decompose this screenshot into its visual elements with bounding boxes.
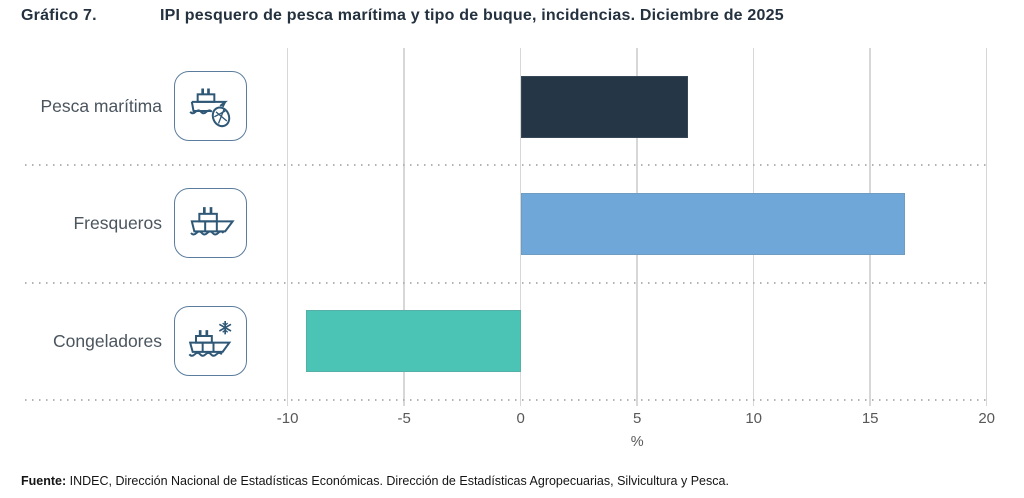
fresh-vessel-icon: [174, 188, 247, 258]
x-tick-label: -5: [397, 410, 411, 427]
x-axis-dotted-line: [25, 399, 987, 401]
gridline: [286, 48, 289, 406]
figure-label: Gráfico 7.: [21, 7, 97, 24]
bar-pesca-marítima: [520, 75, 689, 138]
source-label: Fuente:: [21, 474, 67, 488]
x-tick-label: -10: [276, 410, 299, 427]
x-tick-label: 15: [861, 410, 879, 427]
category-row-fresqueros: Fresqueros: [0, 187, 247, 259]
source-note: Fuente: INDEC, Dirección Nacional de Est…: [21, 474, 729, 488]
plot-area: -10 -5 0 5 10 15 20%: [255, 48, 1010, 450]
category-label: Fresqueros: [73, 212, 162, 233]
x-tick-label: 20: [978, 410, 996, 427]
gridline: [403, 48, 405, 406]
fishing-vessel-net-icon: [174, 71, 247, 141]
x-tick-label: 5: [632, 410, 642, 427]
source-text: INDEC, Dirección Nacional de Estadística…: [66, 474, 729, 488]
x-tick-label: 10: [745, 410, 763, 427]
freezer-vessel-snowflake-icon: [174, 306, 247, 376]
category-row-pesca-maritima: Pesca marítima: [0, 70, 247, 142]
bar-congeladores: [306, 310, 521, 373]
x-axis-unit-label: %: [630, 434, 644, 450]
row-separator-dotted-line: [25, 281, 987, 284]
x-tick-label: 0: [516, 410, 525, 427]
bar-fresqueros: [520, 193, 906, 255]
category-label: Pesca marítima: [40, 95, 162, 116]
row-separator-dotted-line: [25, 164, 987, 167]
gridline: [985, 48, 988, 406]
page-title: IPI pesquero de pesca marítima y tipo de…: [160, 7, 784, 24]
category-label: Congeladores: [53, 330, 162, 351]
category-row-congeladores: Congeladores: [0, 305, 247, 377]
